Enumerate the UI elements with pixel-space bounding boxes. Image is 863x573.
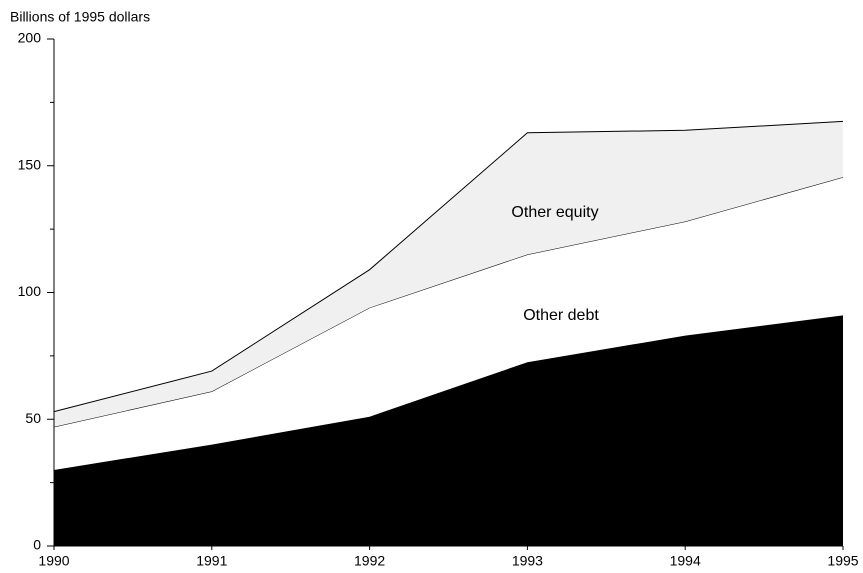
area-label: Other equity (511, 204, 598, 221)
x-tick-label: 1994 (670, 553, 701, 569)
area (54, 121, 843, 427)
y-tick-label: 50 (25, 410, 41, 426)
y-axis-label: Billions of 1995 dollars (10, 9, 150, 25)
area-label: Other debt (523, 307, 599, 324)
area (54, 315, 843, 546)
area (54, 177, 843, 470)
area-edge (53, 120, 844, 413)
x-tick-label: 1993 (512, 553, 543, 569)
y-tick-label: 200 (18, 30, 42, 46)
x-tick-label: 1991 (196, 553, 227, 569)
y-tick-label: 150 (18, 156, 42, 172)
x-tick-label: 1995 (827, 553, 858, 569)
x-tick-label: 1992 (354, 553, 385, 569)
y-tick-label: 0 (33, 537, 41, 553)
x-tick-label: 1990 (38, 553, 69, 569)
y-tick-label: 100 (18, 283, 42, 299)
area-label: Direct investment (504, 457, 628, 474)
